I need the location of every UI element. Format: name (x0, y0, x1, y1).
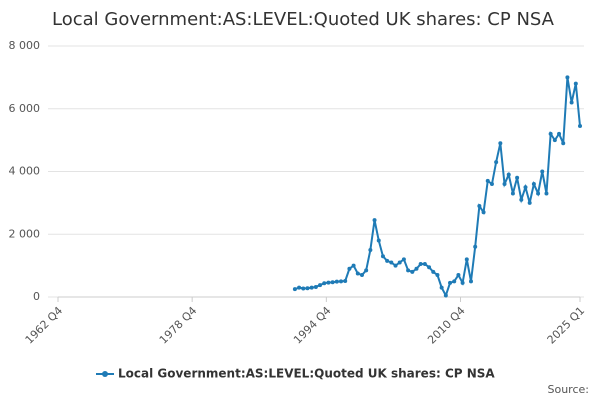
point (515, 175, 520, 180)
x-tick-label: 1994 Q4 (291, 304, 334, 347)
point (401, 257, 406, 262)
point (326, 280, 331, 285)
point (406, 268, 411, 273)
point (305, 286, 310, 291)
point (468, 279, 473, 284)
chart-title: Local Government:AS:LEVEL:Quoted UK shar… (52, 9, 555, 30)
point (557, 131, 562, 136)
point (477, 204, 482, 209)
point (380, 254, 385, 259)
point (347, 266, 352, 271)
point (573, 81, 578, 86)
point (536, 191, 541, 196)
point (439, 285, 444, 290)
point (481, 210, 486, 215)
point (309, 285, 314, 290)
line (294, 77, 581, 298)
point (448, 280, 453, 285)
point (318, 283, 323, 288)
point (506, 172, 511, 177)
legend-label: Local Government:AS:LEVEL:Quoted UK shar… (118, 367, 495, 381)
point (498, 141, 503, 146)
point (569, 100, 574, 105)
point (427, 265, 432, 270)
point (297, 285, 302, 290)
point (435, 273, 440, 278)
y-tick-label: 8 000 (9, 39, 41, 52)
point (485, 178, 490, 183)
y-tick-label: 2 000 (9, 227, 41, 240)
point (322, 281, 327, 286)
point (510, 191, 515, 196)
point (548, 131, 553, 136)
source: Source: (548, 383, 590, 396)
point (313, 284, 318, 289)
point (561, 141, 566, 146)
point (372, 218, 377, 223)
point (473, 244, 478, 249)
point (410, 269, 415, 274)
point (443, 293, 448, 298)
point (464, 257, 469, 262)
point (364, 268, 369, 273)
point (531, 182, 536, 187)
y-tick-label: 4 000 (9, 165, 41, 178)
point (456, 273, 461, 278)
point (343, 278, 348, 283)
point (540, 169, 545, 174)
point (552, 138, 557, 143)
x-tick-label: 2025 Q1 (545, 304, 588, 347)
point (565, 75, 570, 80)
point (519, 197, 524, 202)
point (330, 280, 335, 285)
point (494, 160, 499, 165)
point (301, 286, 306, 291)
point (376, 238, 381, 243)
point (452, 279, 457, 284)
y-tick-label: 0 (33, 290, 40, 303)
point (502, 182, 507, 187)
point (544, 191, 549, 196)
point (422, 262, 427, 267)
point (355, 271, 360, 276)
point (431, 269, 436, 274)
point (385, 258, 390, 263)
x-tick-label: 1978 Q4 (157, 304, 200, 347)
point (339, 279, 344, 284)
point (527, 200, 532, 205)
x-tick-label: 1962 Q4 (23, 304, 66, 347)
point (368, 247, 373, 252)
point (460, 280, 465, 285)
x-tick-label: 2010 Q4 (425, 304, 468, 347)
point (359, 273, 364, 278)
point (489, 182, 494, 187)
point (393, 263, 398, 268)
point (351, 263, 356, 268)
point (578, 124, 582, 129)
point (418, 262, 423, 267)
point (523, 185, 528, 190)
y-tick-label: 6 000 (9, 102, 41, 115)
point (414, 266, 419, 271)
point (389, 260, 394, 265)
point (397, 260, 402, 265)
legend-marker (102, 371, 108, 377)
point (334, 279, 339, 284)
point (292, 287, 297, 292)
